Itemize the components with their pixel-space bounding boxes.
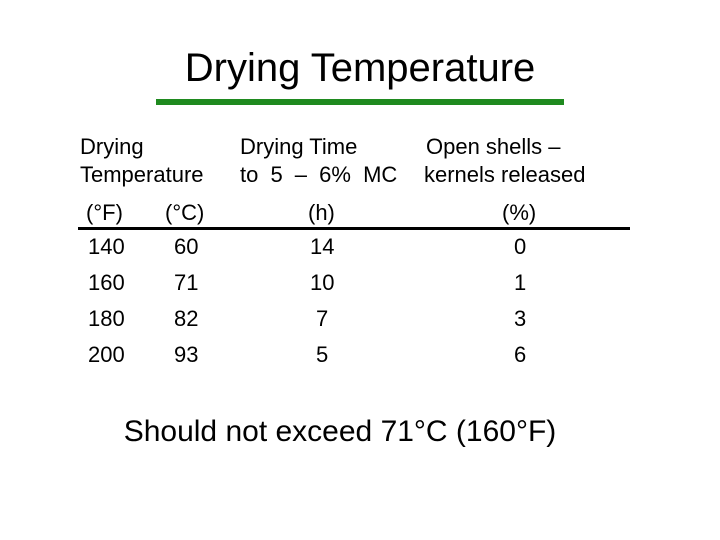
- cell-celsius: 93: [174, 342, 199, 367]
- cell-hours: 5: [316, 342, 329, 367]
- unit-percent: (%): [502, 200, 537, 225]
- cell-fahrenheit: 200: [88, 342, 125, 367]
- page-title: Drying Temperature: [184, 46, 536, 90]
- cell-hours: 10: [310, 270, 335, 295]
- cell-celsius: 71: [174, 270, 199, 295]
- header-temperature-line1: Drying: [80, 134, 144, 159]
- header-time-line1: Drying Time: [240, 134, 358, 159]
- header-temperature-line2: Temperature: [80, 162, 204, 187]
- header-shells-line1: Open shells –: [426, 134, 561, 159]
- cell-hours: 14: [310, 234, 335, 259]
- header-rule: [78, 227, 630, 230]
- header-shells-line2: kernels released: [424, 162, 586, 187]
- cell-celsius: 82: [174, 306, 199, 331]
- unit-fahrenheit: (°F): [86, 200, 123, 225]
- header-time-line2: to 5 – 6% MC: [240, 162, 398, 187]
- cell-percent: 1: [514, 270, 527, 295]
- cell-hours: 7: [316, 306, 329, 331]
- cell-celsius: 60: [174, 234, 199, 259]
- unit-celsius: (°C): [165, 200, 205, 225]
- cell-percent: 0: [514, 234, 527, 259]
- cell-percent: 6: [514, 342, 527, 367]
- temperature-limit-note: Should not exceed 71°C (160°F): [123, 415, 557, 448]
- cell-fahrenheit: 140: [88, 234, 125, 259]
- cell-percent: 3: [514, 306, 527, 331]
- title-underline: [156, 99, 564, 105]
- unit-hours: (h): [308, 200, 335, 225]
- cell-fahrenheit: 160: [88, 270, 125, 295]
- cell-fahrenheit: 180: [88, 306, 125, 331]
